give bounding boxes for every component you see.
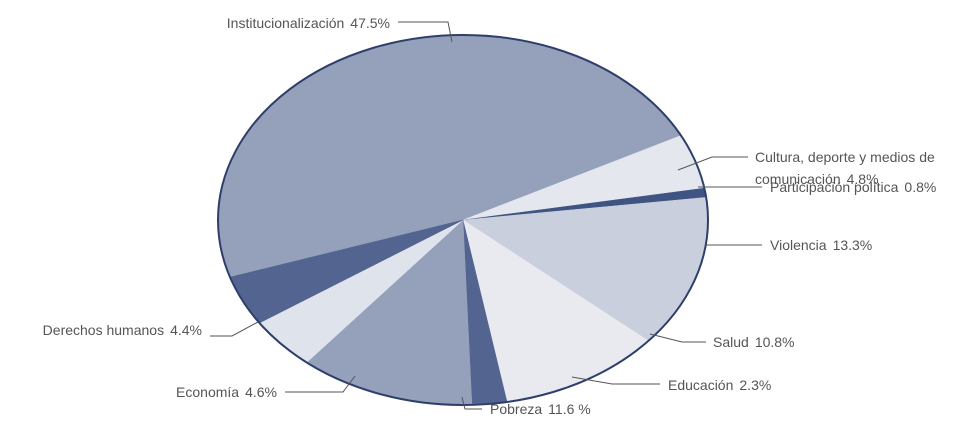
slice-label: Cultura, deporte y medios de comunicació… [755, 146, 970, 190]
leader-line [649, 333, 706, 343]
slice-label: Economía 4.6% [176, 381, 277, 403]
slice-label: Institucionalización 47.5% [227, 12, 390, 34]
category-name: Pobreza [490, 401, 543, 417]
value-label: 2.3% [739, 377, 772, 393]
value-label: 13.3% [832, 237, 873, 253]
category-name: Cultura, deporte y medios de comunicació… [755, 149, 935, 187]
category-name: Educación [668, 377, 734, 393]
slice-label: Participación política 0.8% [770, 176, 936, 198]
value-label: 4.4% [170, 322, 202, 338]
leader-line [210, 321, 259, 337]
value-label: 4.8% [846, 171, 879, 187]
value-label: 10.8% [754, 334, 795, 350]
leader-line [398, 21, 453, 43]
category-name: Derechos humanos [42, 322, 165, 338]
category-name: Violencia [770, 237, 827, 253]
slice-label: Salud 10.8% [713, 331, 795, 353]
category-name: Participación política [770, 179, 899, 195]
category-name: Institucionalización [226, 15, 345, 31]
slice-label: Violencia 13.3% [770, 234, 872, 256]
leader-line [677, 156, 748, 171]
value-label: 47.5% [350, 15, 390, 31]
leader-line [285, 375, 356, 393]
leader-line [461, 396, 482, 410]
slice-label: Educación 2.3% [668, 374, 771, 396]
category-name: Economía [176, 384, 240, 400]
value-label: 0.8% [904, 179, 937, 195]
slice-label: Derechos humanos 4.4% [43, 319, 202, 341]
value-label: 4.6% [245, 384, 277, 400]
pie-outline [217, 34, 709, 406]
value-label: 11.6 % [548, 401, 591, 417]
category-name: Salud [713, 334, 749, 350]
leader-line [571, 376, 660, 385]
slice-label: Pobreza 11.6 % [490, 398, 591, 420]
